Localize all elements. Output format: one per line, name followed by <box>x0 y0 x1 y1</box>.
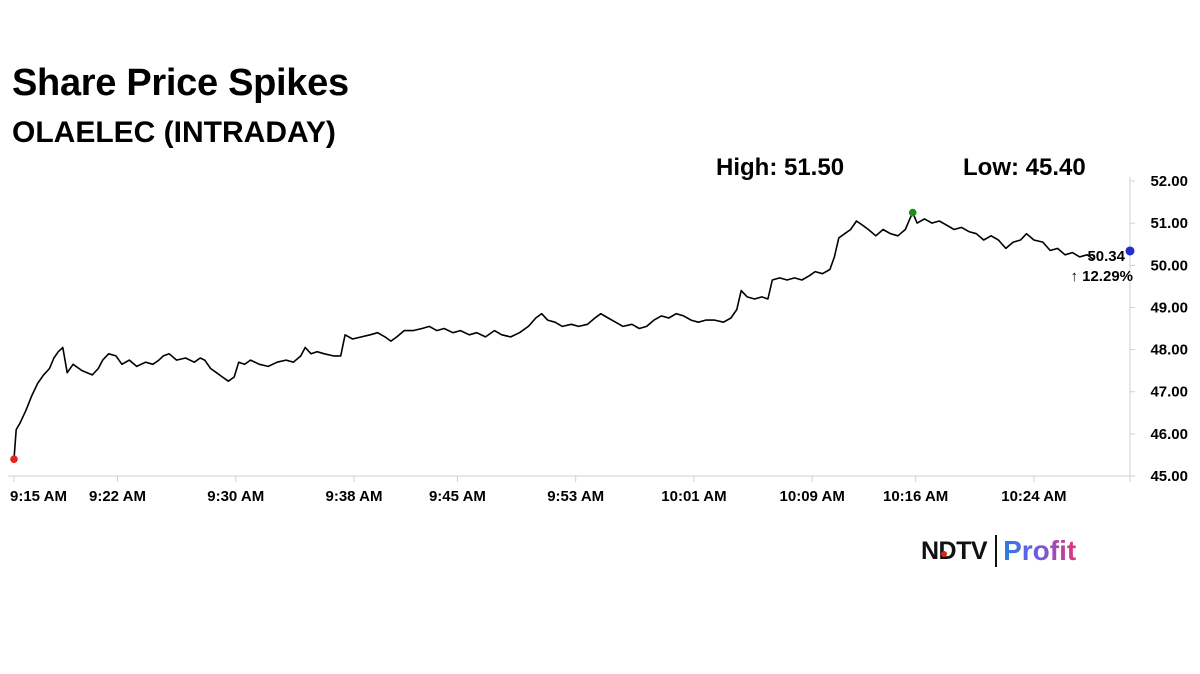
low-label: Low: 45.40 <box>963 154 1086 181</box>
price-line-layer <box>13 211 1094 460</box>
y-tick-label: 49.00 <box>1150 299 1188 316</box>
x-tick-label: 9:38 AM <box>325 488 382 505</box>
x-axis-ticks: 9:15 AM 9:22 AM 9:30 AM 9:38 AM 9:45 AM 9:53 … <box>10 476 1067 505</box>
ndtv-profit-logo: NDTV Profit <box>921 533 1076 569</box>
y-tick-label: 48.00 <box>1150 342 1188 359</box>
x-tick-label: 9:30 AM <box>207 488 264 505</box>
y-tick-label: 45.00 <box>1150 468 1188 485</box>
price-line <box>13 211 1094 460</box>
last-price-label: 50.34 <box>1087 248 1125 265</box>
ndtv-text: NDTV <box>921 536 988 565</box>
y-tick-label: 52.00 <box>1150 173 1188 190</box>
chart-title: Share Price Spikes <box>12 62 349 104</box>
marker-layer <box>10 208 1135 463</box>
logo-divider <box>995 535 998 567</box>
y-tick-label: 50.00 <box>1150 257 1188 274</box>
change-percent-label: ↑ 12.29% <box>1070 268 1133 285</box>
chart-axes <box>8 177 1134 482</box>
x-tick-label: 10:16 AM <box>883 488 948 505</box>
high-marker <box>908 208 917 217</box>
ndtv-red-dot-icon <box>941 550 947 557</box>
last-marker <box>1125 246 1135 256</box>
x-tick-label: 9:53 AM <box>547 488 604 505</box>
y-axis-ticks: 52.00 51.00 50.00 49.00 48.00 47.00 46.00 45.00 <box>1130 173 1188 485</box>
y-tick-label: 46.00 <box>1150 426 1188 443</box>
low-marker <box>10 455 18 463</box>
x-tick-label: 10:09 AM <box>780 488 845 505</box>
y-tick-label: 51.00 <box>1150 215 1188 232</box>
x-tick-label: 10:01 AM <box>661 488 726 505</box>
x-tick-label: 9:15 AM <box>10 488 67 505</box>
label-layer: 50.34 ↑ 12.29% <box>1070 248 1133 285</box>
y-tick-label: 47.00 <box>1150 384 1188 401</box>
x-tick-label: 10:24 AM <box>1001 488 1066 505</box>
x-tick-label: 9:45 AM <box>429 488 486 505</box>
high-label: High: 51.50 <box>716 154 845 181</box>
x-tick-label: 9:22 AM <box>89 488 146 505</box>
ndtv-wordmark: NDTV <box>921 536 988 566</box>
profit-wordmark: Profit <box>1003 535 1077 566</box>
chart-subtitle: OLAELEC (INTRADAY) <box>12 116 336 149</box>
